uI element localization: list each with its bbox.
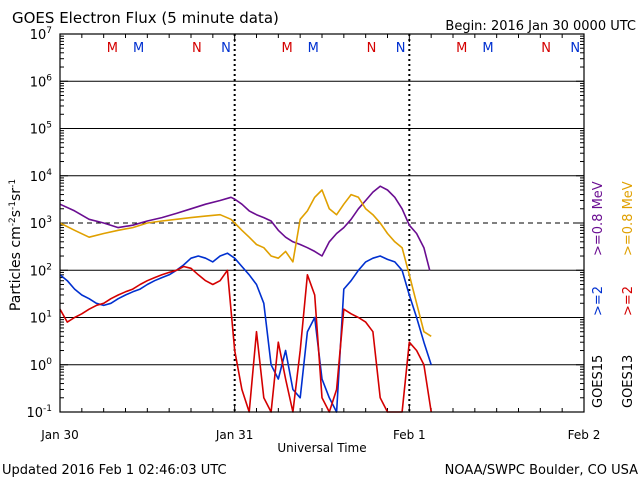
legend-goes13: GOES13 [621, 355, 636, 408]
orbit-marker: M [308, 41, 319, 56]
legend-goes15-08mev: >=0.8 MeV [591, 181, 606, 256]
orbit-marker: M [482, 41, 493, 56]
chart-title: GOES Electron Flux (5 minute data) [12, 9, 279, 27]
legend-goes15-2mev: >=2 [591, 286, 606, 316]
y-tick-label: 101 [30, 310, 52, 327]
orbit-marker: N [541, 41, 551, 56]
series-line-2 [59, 252, 432, 413]
orbit-marker: N [221, 41, 231, 56]
orbit-marker: M [456, 41, 467, 56]
x-tick-label: Jan 31 [215, 428, 254, 442]
x-axis-label: Universal Time [277, 441, 366, 455]
legend-goes13-08mev: >=0.8 MeV [621, 181, 636, 256]
orbit-marker: M [281, 41, 292, 56]
y-tick-label: 106 [30, 73, 53, 90]
y-tick-labels: 10-1 100 101 102 103 104 105 106 107 [26, 26, 52, 421]
y-tick-label: 10-1 [26, 404, 52, 421]
begin-label: Begin: 2016 Jan 30 0000 UTC [445, 19, 636, 34]
orbit-marker: M [107, 41, 118, 56]
x-tick-labels: Jan 30 Jan 31 Feb 1 Feb 2 [40, 428, 600, 442]
x-tick-label: Jan 30 [40, 428, 79, 442]
y-axis-label: Particles cm-2s-1sr-1 [8, 179, 24, 311]
x-tick-label: Feb 2 [568, 428, 601, 442]
y-tick-label: 100 [30, 357, 53, 374]
y-tick-label: 104 [30, 168, 53, 185]
plot-frame [59, 33, 585, 413]
orbit-marker: M [133, 41, 144, 56]
y-tick-label: 103 [30, 215, 52, 232]
y-tick-label: 107 [30, 26, 52, 43]
y-tick-label: 102 [30, 262, 52, 279]
x-tick-label: Feb 1 [393, 428, 426, 442]
legend-goes15: GOES15 [591, 355, 606, 408]
series-line-3 [59, 265, 432, 413]
updated-timestamp: Updated 2016 Feb 1 02:46:03 UTC [2, 463, 227, 478]
series-lines [59, 185, 432, 413]
orbit-marker: N [367, 41, 377, 56]
series-line-1 [59, 189, 432, 337]
legend: GOES15 >=2 >=0.8 MeV GOES13 >=2 >=0.8 Me… [591, 181, 636, 408]
legend-goes13-2mev: >=2 [621, 286, 636, 316]
orbit-marker: N [396, 41, 406, 56]
series-line-0 [59, 185, 431, 271]
y-tick-label: 105 [30, 121, 52, 138]
orbit-marker: N [192, 41, 202, 56]
source-label: NOAA/SWPC Boulder, CO USA [445, 463, 638, 478]
orbit-marker: N [570, 41, 580, 56]
